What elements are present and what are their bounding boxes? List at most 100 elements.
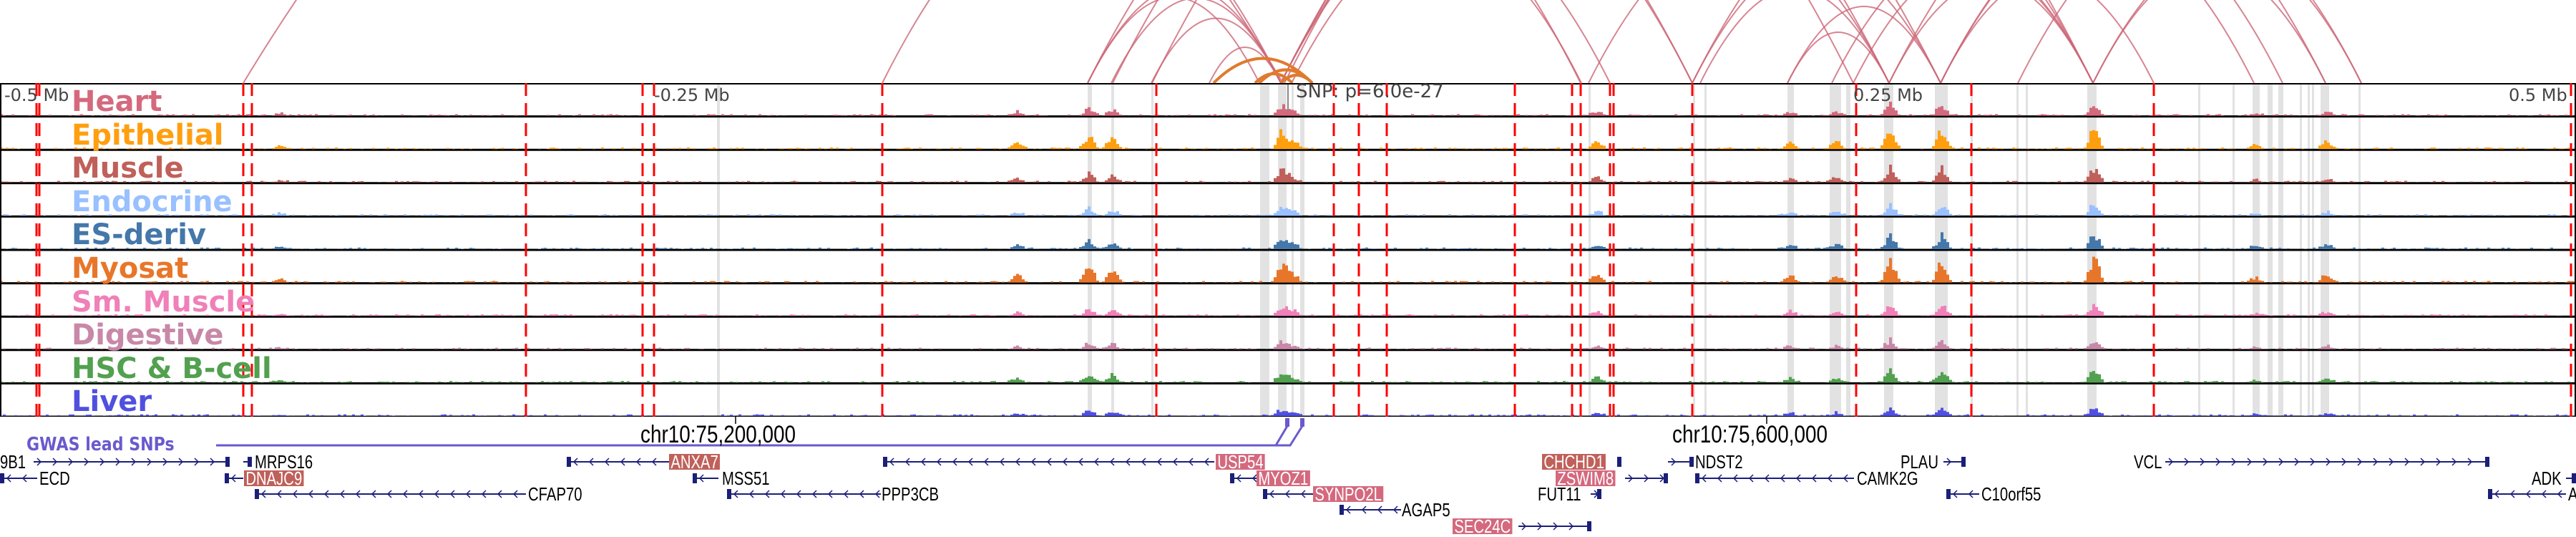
gene-label-camk2g[interactable]: CAMK2G	[1857, 468, 1918, 489]
strand-arrow	[1952, 490, 1958, 498]
gene-label-mrps16[interactable]: MRPS16	[255, 451, 313, 473]
strand-arrow	[1644, 474, 1649, 483]
strand-arrow	[1553, 522, 1558, 531]
strand-arrow	[1748, 474, 1754, 483]
snp-pvalue-label: SNP: p=6.0e-27	[1296, 81, 1444, 102]
gene-label-synpo2l[interactable]: SYNPO2L	[1313, 485, 1384, 503]
exon-block	[1587, 521, 1591, 531]
gene-label-myoz1[interactable]: MYOZ1	[1257, 469, 1310, 488]
loop-arc	[1692, 0, 1941, 84]
strand-arrow	[733, 490, 738, 498]
strand-arrow	[2525, 490, 2531, 498]
strand-arrow	[6, 474, 11, 483]
loop-arc	[1280, 0, 1611, 84]
strand-arrow	[904, 458, 910, 466]
strand-arrow	[194, 458, 200, 466]
strand-arrow	[99, 458, 105, 466]
gene-label-sec24c[interactable]: SEC24C	[1453, 517, 1513, 536]
track-label-epithelial: Epithelial	[72, 118, 224, 152]
gene-label-anxa7[interactable]: ANXA7	[669, 453, 721, 471]
strand-arrow	[2294, 458, 2300, 466]
strand-arrow	[497, 490, 502, 498]
strand-arrow	[2326, 458, 2331, 466]
gene-label-ndst2[interactable]: NDST2	[1695, 451, 1743, 473]
exon-block	[2572, 473, 2576, 483]
strand-arrow	[2404, 458, 2410, 466]
strand-arrow	[1361, 505, 1367, 514]
strand-arrow	[1392, 505, 1398, 514]
loop-arc	[1112, 0, 1693, 84]
track-label-endocrine: Endocrine	[72, 185, 233, 218]
strand-arrow	[1046, 458, 1052, 466]
gwas-snp-marker[interactable]	[1285, 418, 1289, 427]
signal-digestive	[0, 337, 2576, 349]
track-label-myosat: Myosat	[72, 252, 189, 285]
strand-arrow	[465, 490, 471, 498]
strand-arrow	[1701, 474, 1707, 483]
exon-block	[1946, 489, 1951, 499]
strand-arrow	[1015, 458, 1020, 466]
track-label-es-deriv: ES-deriv	[72, 218, 207, 252]
loop-arc	[1588, 0, 1890, 84]
strand-arrow	[2231, 458, 2237, 466]
gene-label-ppp3cb[interactable]: PPP3CB	[882, 483, 940, 505]
gene-label-plau[interactable]: PLAU	[1901, 451, 1938, 473]
exon-block	[1617, 457, 1621, 467]
gene-label-fut11[interactable]: FUT11	[1538, 483, 1581, 505]
signal-hsc-b-cell	[0, 368, 2576, 383]
axis-label-left: -0.5 Mb	[4, 85, 69, 105]
strand-arrow	[1062, 458, 1068, 466]
strand-arrow	[2420, 458, 2426, 466]
strand-arrow	[748, 490, 754, 498]
strand-arrow	[936, 458, 942, 466]
strand-arrow	[21, 474, 27, 483]
strand-arrow	[1568, 522, 1574, 531]
loop-arc	[1692, 0, 2094, 84]
exon-block	[1230, 473, 1234, 483]
gene-label-vcl[interactable]: VCL	[2134, 451, 2162, 473]
strand-arrow	[1188, 458, 1194, 466]
strand-arrow	[2278, 458, 2284, 466]
gene-label-adk[interactable]: ADK	[2532, 468, 2562, 489]
strand-arrow	[698, 474, 704, 483]
gwas-snp-marker[interactable]	[1300, 418, 1304, 427]
gene-label-mss51[interactable]: MSS51	[722, 468, 770, 489]
strand-arrow	[147, 458, 152, 466]
gene-label-dnajc9[interactable]: DNAJC9	[244, 469, 304, 488]
gene-label-chchd1[interactable]: CHCHD1	[1542, 453, 1606, 471]
strand-arrow	[1269, 490, 1274, 498]
signal-liver	[0, 407, 2576, 416]
gene-label-usp54[interactable]: USP54	[1216, 453, 1265, 471]
gene-label-zswim8[interactable]: ZSWIM8	[1556, 469, 1616, 488]
strand-arrow	[2509, 490, 2515, 498]
strand-arrow	[1093, 458, 1099, 466]
gene-label-cfap70[interactable]: CFAP70	[528, 483, 582, 505]
strand-arrow	[1125, 458, 1131, 466]
signal-sm-muscle	[0, 304, 2576, 316]
strand-arrow	[811, 490, 817, 498]
gene-label-agap5[interactable]: AGAP5	[1402, 499, 1450, 521]
strand-arrow	[2341, 458, 2347, 466]
axis-label-right: 0.5 Mb	[2509, 85, 2567, 105]
strand-arrow	[339, 490, 345, 498]
strand-arrow	[260, 490, 266, 498]
gene-label-ecd[interactable]: ECD	[39, 468, 70, 489]
strand-arrow	[84, 458, 89, 466]
strand-arrow	[1764, 474, 1770, 483]
signal-endocrine	[0, 203, 2576, 216]
loop-arc	[243, 0, 1284, 84]
strand-arrow	[210, 458, 215, 466]
strand-arrow	[36, 458, 42, 466]
strand-arrow	[2541, 490, 2547, 498]
gene-label-9b1[interactable]: 9B1	[0, 451, 26, 473]
coordinate-label-right: chr10:75,600,000	[1672, 421, 1828, 448]
strand-arrow	[292, 490, 298, 498]
strand-arrow	[1537, 522, 1543, 531]
strand-arrow	[1827, 474, 1833, 483]
chromatin-loop-arcs	[243, 0, 2362, 84]
gene-label-a[interactable]: A	[2568, 485, 2576, 503]
gene-label-c10orf55[interactable]: C10orf55	[1981, 483, 2041, 505]
strand-arrow	[651, 458, 657, 466]
strand-arrow	[1811, 474, 1817, 483]
loop-arc	[882, 0, 1282, 84]
